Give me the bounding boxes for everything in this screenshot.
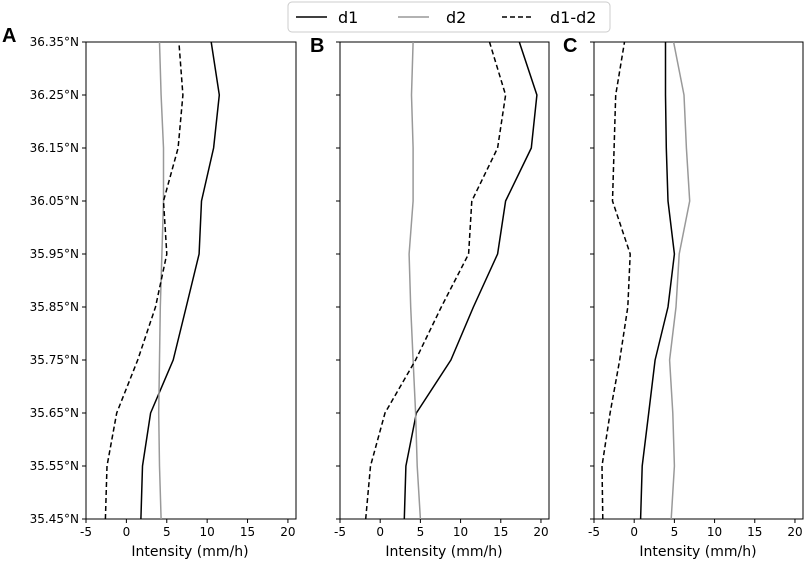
panel-a-series-d1-d2-line <box>104 41 184 520</box>
panel-a-y-tick-label: 35.95°N <box>30 247 79 261</box>
panel-a-y-tick-label: 36.25°N <box>30 88 79 102</box>
panel-c: C -5 0 5 10 15 20 Intensity (mm/h) <box>563 35 804 560</box>
panel-a-series-d1-line <box>140 41 221 520</box>
panel-b-frame <box>339 41 550 520</box>
panel-a: A -5 0 5 10 15 20 35.45°N 35.55°N 35.65°N 35.75°N… <box>2 25 297 560</box>
panel-a-y-tick-label: 35.55°N <box>30 459 79 473</box>
panel-a-x-tick-label: 10 <box>200 525 215 539</box>
panel-a-y-tick-label: 35.65°N <box>30 406 79 420</box>
panel-b-x-axis-label: Intensity (mm/h) <box>385 544 502 560</box>
panel-b-series-d1-line <box>403 41 538 520</box>
panel-a-y-tick-label: 36.35°N <box>30 35 79 49</box>
panel-b-x-tick-label: 15 <box>493 525 508 539</box>
panel-a-series-d2-line <box>157 41 165 520</box>
panel-a-y-tick-label: 36.05°N <box>30 194 79 208</box>
panel-a-x-tick-label: -5 <box>80 525 92 539</box>
panel-c-x-axis-label: Intensity (mm/h) <box>639 544 756 560</box>
panel-label-c: C <box>563 35 577 57</box>
panel-b-series-d2-line <box>408 41 422 520</box>
panel-a-x-tick-label: 15 <box>240 525 255 539</box>
panel-c-series-d1-d2-line <box>601 41 631 520</box>
panel-b-plot: -5 0 5 10 15 20 <box>334 41 550 539</box>
panel-label-a: A <box>2 25 16 47</box>
panel-a-y-tick-label: 35.75°N <box>30 353 79 367</box>
panel-c-x-tick-label: 0 <box>630 525 638 539</box>
legend-label-d1-d2: d1-d2 <box>550 8 596 27</box>
panel-b-x-tick-label: 5 <box>417 525 425 539</box>
panel-a-x-tick-label: 20 <box>280 525 295 539</box>
panel-b-series-d1-d2-line <box>364 41 507 520</box>
panel-a-y-tick-label: 35.45°N <box>30 512 79 526</box>
panel-a-plot: -5 0 5 10 15 20 35.45°N 35.55°N 35.65°N 35.75°N 35… <box>30 35 297 539</box>
panel-a-y-tick-label: 36.15°N <box>30 141 79 155</box>
panel-c-frame <box>593 41 804 520</box>
panel-a-x-tick-label: 0 <box>123 525 131 539</box>
panel-c-x-tick-label: 10 <box>707 525 722 539</box>
panel-c-x-tick-label: 20 <box>787 525 802 539</box>
panel-label-b: B <box>310 35 324 57</box>
legend-label-d2: d2 <box>446 8 466 27</box>
legend-label-d1: d1 <box>338 8 358 27</box>
panel-a-x-axis-label: Intensity (mm/h) <box>131 544 248 560</box>
panel-c-series-d1-line <box>639 42 676 520</box>
panel-b-x-tick-label: -5 <box>334 525 346 539</box>
panel-c-series-d2-line <box>668 41 691 520</box>
panel-c-x-tick-label: 5 <box>671 525 679 539</box>
panel-a-y-tick-label: 35.85°N <box>30 300 79 314</box>
panel-b-x-tick-label: 0 <box>376 525 384 539</box>
panel-b-x-tick-label: 20 <box>533 525 548 539</box>
panel-a-frame <box>85 41 297 520</box>
panel-b: B -5 0 5 10 15 20 Intensity (mm/h) <box>310 35 550 560</box>
panel-c-x-tick-label: 15 <box>747 525 762 539</box>
panel-c-plot: -5 0 5 10 15 20 <box>588 41 804 539</box>
panel-c-x-tick-label: -5 <box>588 525 600 539</box>
legend: d1 d2 d1-d2 <box>287 1 611 33</box>
panel-a-x-tick-label: 5 <box>163 525 171 539</box>
panel-b-x-tick-label: 10 <box>453 525 468 539</box>
legend-frame <box>287 1 611 33</box>
